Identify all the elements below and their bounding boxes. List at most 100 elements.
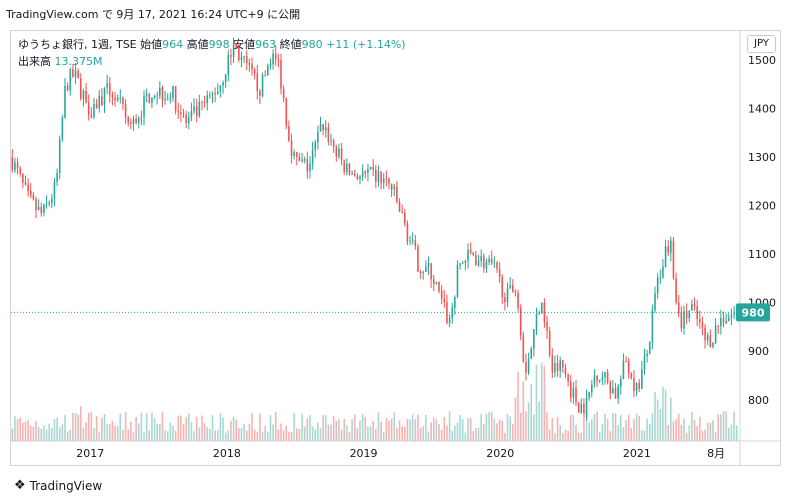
volume-bar xyxy=(596,411,598,441)
volume-bar xyxy=(630,427,633,441)
candle-body xyxy=(166,98,169,100)
volume-bar xyxy=(533,414,535,441)
candle-body xyxy=(256,73,259,92)
candle-body xyxy=(61,117,64,140)
volume-bar xyxy=(443,417,446,441)
volume-bar xyxy=(193,431,195,441)
candle-body xyxy=(598,379,601,382)
volume-bar xyxy=(643,430,646,441)
volume-bar xyxy=(601,423,604,441)
volume-bar xyxy=(390,418,393,441)
candle-body xyxy=(670,240,672,253)
close-value: 980 xyxy=(301,38,323,51)
volume-bar xyxy=(382,431,385,441)
volume-bar xyxy=(598,432,601,441)
volume-bar xyxy=(330,424,332,441)
candle-body xyxy=(477,260,480,265)
volume-bar xyxy=(372,420,374,441)
candle-body xyxy=(322,124,324,131)
volume-bar xyxy=(56,417,58,441)
candle-body xyxy=(706,335,709,341)
volume-bar xyxy=(127,429,130,441)
y-tick-label: 900 xyxy=(748,345,769,358)
candle-body xyxy=(29,191,32,195)
volume-bar xyxy=(672,421,675,441)
candle-body xyxy=(633,378,635,392)
candle-body xyxy=(514,291,517,294)
volume-bar xyxy=(485,413,488,441)
candle-body xyxy=(564,367,567,375)
candle-body xyxy=(548,330,551,356)
candle-body xyxy=(90,115,93,117)
candle-body xyxy=(638,382,641,389)
volume-bar xyxy=(585,420,588,441)
volume-bar xyxy=(116,426,119,441)
candle-body xyxy=(35,199,37,210)
candle-body xyxy=(14,162,16,171)
candle-body xyxy=(369,166,372,169)
volume-bar xyxy=(451,430,453,441)
candle-body xyxy=(27,184,29,192)
currency-button[interactable]: JPY xyxy=(747,35,776,53)
volume-bar xyxy=(235,419,238,441)
volume-bar xyxy=(211,414,214,441)
candle-body xyxy=(382,178,385,184)
candle-body xyxy=(717,325,720,327)
candle-body xyxy=(259,91,261,96)
candle-body xyxy=(699,318,701,323)
volume-bar xyxy=(280,423,282,441)
candle-body xyxy=(551,355,554,373)
candle-body xyxy=(195,106,198,117)
candle-body xyxy=(56,173,58,182)
volume-bar xyxy=(317,422,319,441)
volume-bar xyxy=(464,432,467,441)
candle-body xyxy=(485,262,488,269)
volume-bar xyxy=(135,417,137,441)
volume-bar xyxy=(166,431,169,441)
volume-bar xyxy=(588,422,590,441)
candle-body xyxy=(543,302,546,323)
candle-body xyxy=(714,325,717,343)
volume-bar xyxy=(733,411,735,441)
candle-body xyxy=(301,159,303,161)
x-tick-label: 2017 xyxy=(76,447,104,460)
volume-bar xyxy=(701,430,704,441)
volume-bar xyxy=(609,431,612,441)
candle-body xyxy=(98,96,101,109)
volume-bar xyxy=(324,415,327,441)
volume-bar xyxy=(58,427,61,441)
volume-bar xyxy=(95,416,98,441)
candle-body xyxy=(264,75,266,77)
volume-bar xyxy=(19,417,22,441)
candle-body xyxy=(643,356,646,370)
candle-body xyxy=(16,162,19,169)
volume-bar xyxy=(35,420,37,441)
candle-body xyxy=(240,56,243,60)
candle-body xyxy=(177,110,180,113)
volume-bar xyxy=(361,413,364,441)
candle-body xyxy=(593,375,596,385)
volume-bar xyxy=(251,413,253,441)
candle-body xyxy=(720,317,722,327)
candle-body xyxy=(456,264,459,297)
candle-body xyxy=(411,240,414,242)
volume-bar xyxy=(359,420,361,441)
candle-body xyxy=(209,95,211,97)
volume-bar xyxy=(190,422,193,441)
volume-bar xyxy=(364,416,367,441)
volume-bar xyxy=(61,424,64,441)
volume-bar xyxy=(651,412,654,441)
volume-bar xyxy=(214,430,216,441)
volume-bar xyxy=(467,418,469,441)
candle-body xyxy=(340,148,343,161)
volume-bar xyxy=(195,416,198,441)
candle-body xyxy=(327,127,330,142)
volume-bar xyxy=(140,412,143,441)
candle-body xyxy=(569,381,572,398)
candle-body xyxy=(467,249,469,261)
candle-body xyxy=(69,69,72,91)
volume-bar xyxy=(493,418,496,441)
candle-body xyxy=(182,113,185,115)
volume-bar xyxy=(704,429,706,441)
candle-body xyxy=(238,48,240,60)
